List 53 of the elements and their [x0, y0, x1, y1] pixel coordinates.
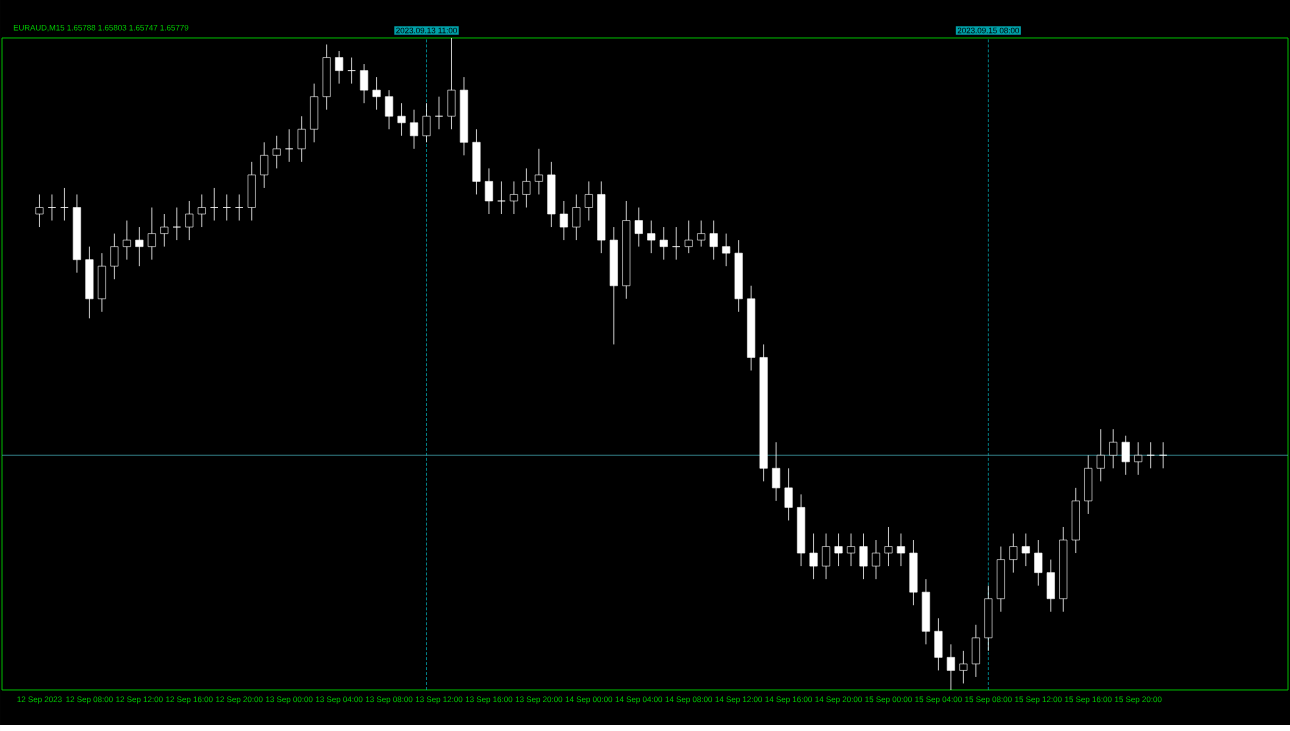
- candlestick: [1121, 435, 1130, 476]
- candlestick: [1134, 441, 1143, 476]
- candlestick: [534, 148, 543, 195]
- candlestick: [172, 207, 181, 241]
- candlestick: [859, 533, 868, 580]
- candlestick: [397, 102, 406, 137]
- candlestick: [946, 643, 955, 691]
- candlestick: [160, 213, 169, 248]
- candlestick: [584, 181, 593, 221]
- candlestick: [1034, 539, 1043, 587]
- candlestick: [35, 194, 44, 228]
- candlestick: [372, 76, 381, 111]
- candlestick: [497, 181, 506, 215]
- candlestick: [522, 167, 531, 208]
- candlestick: [509, 181, 518, 215]
- candlestick: [335, 50, 344, 85]
- candlestick: [260, 141, 269, 189]
- candlestick: [572, 194, 581, 241]
- candlestick: [871, 539, 881, 580]
- candlestick: [110, 233, 119, 280]
- candlestick: [135, 226, 144, 267]
- candlestick: [1009, 533, 1018, 574]
- candlestick: [959, 650, 968, 684]
- candlestick: [722, 233, 731, 267]
- candlestick: [647, 220, 656, 254]
- candlestick: [1096, 428, 1105, 482]
- candlestick: [1021, 533, 1030, 567]
- candlestick: [884, 526, 893, 567]
- candlestick: [784, 467, 793, 521]
- candlestick: [709, 220, 718, 261]
- candlestick: [896, 533, 906, 567]
- candlestick: [684, 220, 693, 254]
- candlestick: [385, 89, 394, 130]
- candlestick: [846, 533, 856, 567]
- candlestick: [122, 220, 131, 261]
- candlestick: [185, 200, 194, 241]
- candlestick: [697, 220, 706, 248]
- candlestick: [772, 441, 781, 502]
- candlestick: [360, 63, 369, 104]
- candlestick: [422, 102, 431, 143]
- candlestick: [147, 207, 156, 261]
- candlestick: [634, 207, 643, 248]
- candlestick: [834, 533, 843, 567]
- candlestick: [484, 167, 493, 215]
- candlestick: [809, 533, 818, 580]
- candlestick: [197, 194, 206, 228]
- candlestick: [409, 109, 419, 150]
- candlestick: [297, 115, 306, 163]
- candlestick: [1109, 428, 1118, 469]
- candlestick: [822, 533, 831, 580]
- candlestick: [272, 135, 281, 169]
- candlestick: [559, 200, 568, 241]
- candlestick: [659, 226, 668, 261]
